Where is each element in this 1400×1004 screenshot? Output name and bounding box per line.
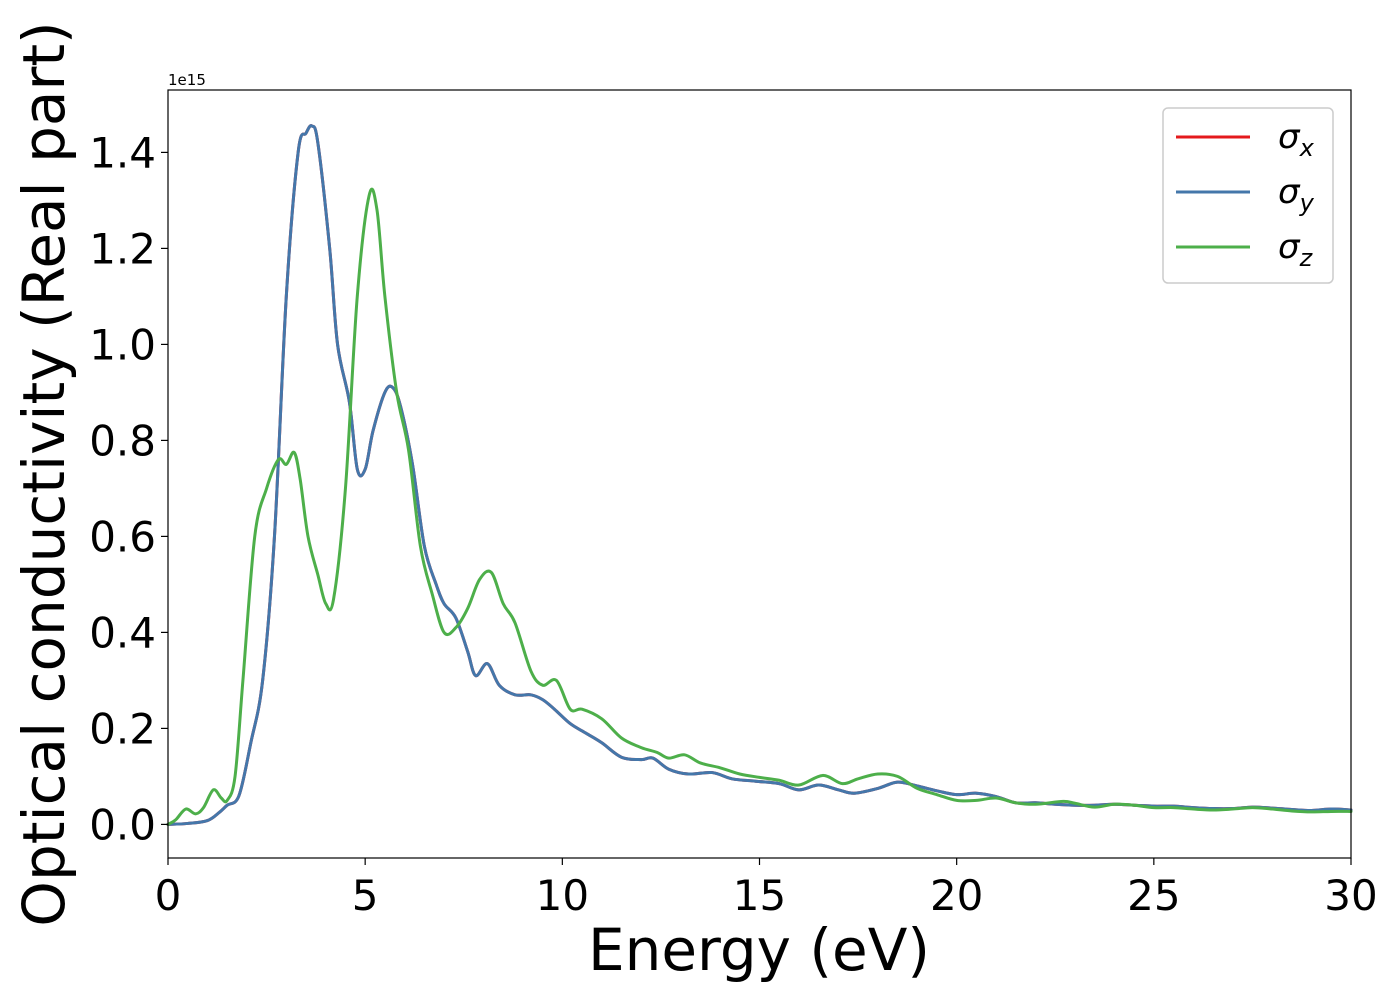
y-tick-label: 0.6 <box>89 512 156 561</box>
series-line-y <box>166 124 1353 826</box>
x-axis-label: Energy (eV) <box>588 916 930 984</box>
series-layer <box>166 124 1353 826</box>
x-tick-label: 25 <box>1127 871 1180 920</box>
y-tick-label: 0.2 <box>89 704 156 753</box>
y-tick-label: 1.0 <box>89 320 156 369</box>
y-axis-offset-label: 1e15 <box>168 71 206 89</box>
x-tick-label: 30 <box>1324 871 1377 920</box>
legend: σx σy σz <box>1162 107 1334 284</box>
y-tick-label: 0.8 <box>89 416 156 465</box>
y-axis: 0.0 0.2 0.4 0.6 0.8 1.0 1.2 1.4 <box>89 128 168 849</box>
y-tick-label: 0.4 <box>89 608 156 657</box>
x-axis: 0 5 10 15 20 25 30 <box>155 858 1378 920</box>
x-tick-label: 0 <box>155 871 182 920</box>
y-tick-label: 0.0 <box>89 800 156 849</box>
x-tick-label: 20 <box>930 871 983 920</box>
x-tick-label: 15 <box>733 871 786 920</box>
x-tick-label: 5 <box>352 871 379 920</box>
y-axis-label: Optical conductivity (Real part) <box>10 21 78 926</box>
legend-label-x: σx <box>1278 117 1315 162</box>
series-line-z <box>166 187 1353 826</box>
legend-label-z: σz <box>1278 227 1314 272</box>
y-tick-label: 1.2 <box>89 224 156 273</box>
x-tick-label: 10 <box>536 871 589 920</box>
legend-label-y: σy <box>1278 172 1315 217</box>
y-tick-label: 1.4 <box>89 128 156 177</box>
legend-box <box>1162 107 1334 284</box>
